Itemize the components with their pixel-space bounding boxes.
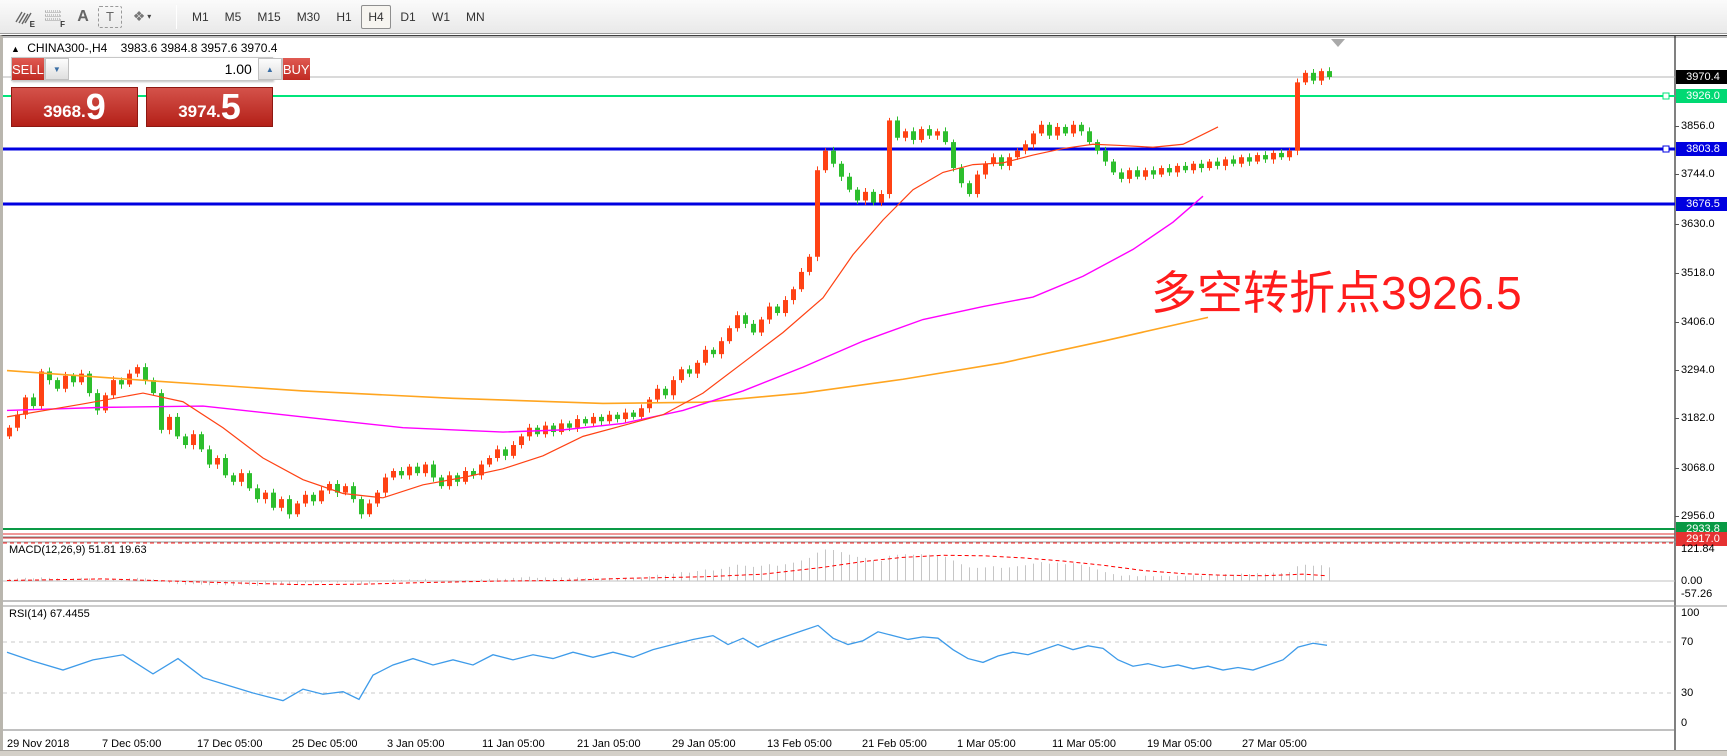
price-axis-label: 3518.0: [1681, 267, 1715, 279]
axis-tick: [1675, 174, 1679, 175]
price-badge-blue: 3676.5: [1676, 197, 1727, 211]
axis-tick: [1675, 322, 1679, 323]
cursor-style-icon[interactable]: ❖ ▾: [132, 8, 152, 24]
volume-increase-button[interactable]: ▲: [257, 58, 282, 80]
time-axis-label: 29 Jan 05:00: [672, 738, 736, 750]
axis-tick: [1675, 224, 1679, 225]
time-axis-label: 19 Mar 05:00: [1147, 738, 1212, 750]
time-axis-label: 7 Dec 05:00: [102, 738, 162, 750]
time-axis-label: 25 Dec 05:00: [292, 738, 358, 750]
price-axis-label: 3630.0: [1681, 218, 1715, 230]
time-axis-label: 1 Mar 05:00: [957, 738, 1016, 750]
axis-tick: [1675, 516, 1679, 517]
time-axis-label: 17 Dec 05:00: [197, 738, 263, 750]
timeframe-button-M15[interactable]: M15: [257, 9, 281, 24]
price-axis-label: 3406.0: [1681, 316, 1715, 328]
timeframe-button-W1[interactable]: W1: [432, 9, 451, 24]
axis-tick: [1675, 126, 1679, 127]
time-axis-label: 11 Mar 05:00: [1052, 738, 1117, 750]
timeframe-buttons: M1 M5 M15 M30 H1 H4 D1 W1 MN: [185, 4, 492, 29]
one-click-trading-panel: SELL ▼ ▲ BUY 3968.9 3974.5: [11, 57, 310, 127]
price-axis-label: 3294.0: [1681, 364, 1715, 376]
chart-title: ▲ CHINA300-,H4 3983.6 3984.8 3957.6 3970…: [11, 41, 277, 55]
time-axis-label: 21 Jan 05:00: [577, 738, 641, 750]
macd-label: MACD(12,26,9) 51.81 19.63: [9, 544, 147, 556]
time-axis-label: 3 Jan 05:00: [387, 738, 445, 750]
timeframe-button-M1[interactable]: M1: [192, 9, 209, 24]
volume-decrease-button[interactable]: ▼: [44, 58, 69, 80]
timeframe-button-D1[interactable]: D1: [400, 9, 416, 24]
axis-tick: [1675, 418, 1679, 419]
text-label-icon[interactable]: A: [77, 7, 89, 25]
price-badge-green: 3926.0: [1676, 89, 1727, 103]
indicator-axis-label: -57.26: [1681, 588, 1713, 600]
timeframe-button-H1[interactable]: H1: [336, 9, 352, 24]
sell-button[interactable]: SELL: [12, 58, 44, 80]
line-handle[interactable]: [1662, 92, 1670, 100]
time-axis-label: 13 Feb 05:00: [767, 738, 832, 750]
time-axis-label: 27 Mar 05:00: [1242, 738, 1307, 750]
indicator-axis-label: 70: [1681, 636, 1694, 648]
timeframe-button-M30[interactable]: M30: [296, 9, 321, 24]
price-axis-label: 2956.0: [1681, 510, 1715, 522]
timeframe-button-MN[interactable]: MN: [466, 9, 485, 24]
price-badge-current: 3970.4: [1676, 70, 1727, 84]
timeframe-button-M5[interactable]: M5: [224, 9, 242, 24]
time-axis-label: 11 Jan 05:00: [482, 738, 545, 750]
indicator-axis-label: 100: [1681, 607, 1700, 619]
symbol-timeframe: CHINA300-,H4: [27, 41, 108, 55]
price-axis-label: 3856.0: [1681, 120, 1715, 132]
buy-button[interactable]: BUY: [282, 58, 310, 80]
line-handle[interactable]: [1662, 145, 1670, 153]
dropdown-caret-icon: ▾: [147, 12, 152, 21]
new-order-candles-icon[interactable]: E: [8, 4, 38, 30]
toolbar: E F A T ❖ ▾ M1 M5 M15 M30 H1 H4 D1 W1 MN: [0, 0, 1727, 34]
chart-shift-marker-icon[interactable]: [1331, 39, 1345, 47]
buy-price-button[interactable]: 3974. 5: [146, 87, 273, 127]
axis-tick: [1675, 273, 1679, 274]
volume-spinner: ▼ ▲: [43, 58, 283, 80]
axis-tick: [1675, 370, 1679, 371]
ohlc-values: 3983.6 3984.8 3957.6 3970.4: [120, 41, 278, 55]
indicator-axis-label: 0.00: [1681, 575, 1703, 587]
sell-price-button[interactable]: 3968. 9: [11, 87, 138, 127]
chart-canvas[interactable]: [3, 36, 1727, 756]
price-axis-label: 3068.0: [1681, 462, 1715, 474]
collapse-triangle-icon[interactable]: ▲: [11, 44, 20, 54]
price-axis-label: 3182.0: [1681, 412, 1715, 424]
rsi-label: RSI(14) 67.4455: [9, 608, 90, 620]
axis-tick: [1675, 468, 1679, 469]
timeframe-button-H4[interactable]: H4: [361, 4, 392, 29]
volume-input[interactable]: [68, 58, 258, 80]
price-axis-label: 3744.0: [1681, 168, 1715, 180]
toolbar-separator: [176, 4, 177, 29]
price-badge-blue: 3803.8: [1676, 142, 1727, 156]
indicator-axis-label: 30: [1681, 687, 1694, 699]
chart-window: ▲ CHINA300-,H4 3983.6 3984.8 3957.6 3970…: [0, 35, 1727, 756]
bottom-strip: [0, 750, 1727, 756]
chart-annotation-text: 多空转折点3926.5: [1151, 267, 1522, 319]
price-badge-red: 2917.0: [1676, 532, 1727, 546]
indicator-axis-label: 0: [1681, 717, 1688, 729]
time-axis-label: 21 Feb 05:00: [862, 738, 927, 750]
time-axis-label: 29 Nov 2018: [7, 738, 70, 750]
grid-icon[interactable]: F: [38, 4, 68, 30]
indicator-axis-label: 121.84: [1681, 543, 1715, 555]
text-box-icon[interactable]: T: [98, 5, 122, 28]
